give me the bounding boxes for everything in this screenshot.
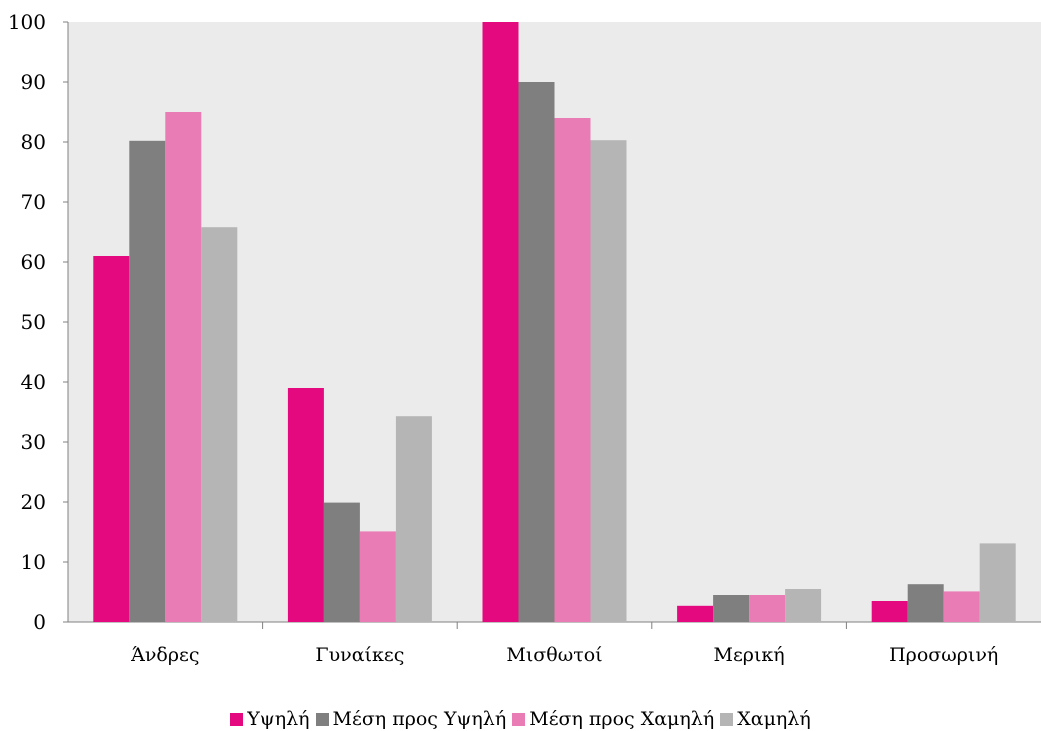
y-tick-label: 20 <box>21 490 46 514</box>
y-tick-label: 90 <box>21 70 46 94</box>
bar <box>943 591 980 622</box>
legend-item: Μέση προς Υψηλή <box>315 708 507 730</box>
bar <box>201 227 238 622</box>
legend-swatch <box>720 712 734 726</box>
bar <box>359 531 396 622</box>
bar <box>129 140 166 623</box>
y-axis: 0 10 20 30 40 50 60 70 80 90 100 <box>8 10 69 634</box>
bar <box>871 601 908 622</box>
legend-label: Υψηλή <box>247 708 310 730</box>
bar <box>749 595 786 622</box>
bar <box>713 595 750 622</box>
bar <box>590 140 627 622</box>
x-category-label: Μισθωτοί <box>506 644 602 666</box>
bar <box>482 22 519 622</box>
bar <box>395 416 432 622</box>
legend-swatch <box>512 712 526 726</box>
y-tick-label: 70 <box>21 190 46 214</box>
legend-swatch <box>230 712 244 726</box>
bar-chart: 0 10 20 30 40 50 60 70 80 90 100 Άνδρες Γυναίκες Μισ… <box>8 10 1041 666</box>
x-axis: Άνδρες Γυναίκες Μισθωτοί Μερική Προσωρινή <box>68 621 1041 666</box>
legend-label: Μέση προς Υψηλή <box>332 708 507 730</box>
y-tick-label: 100 <box>8 10 46 34</box>
bar-series-group <box>93 22 1016 623</box>
legend-swatch <box>315 712 329 726</box>
bar <box>677 605 714 622</box>
legend-item: Υψηλή <box>230 708 310 730</box>
bar <box>518 82 555 622</box>
legend: Υψηλή Μέση προς Υψηλή Μέση προς Χαμηλή Χαμη… <box>0 708 1041 730</box>
bar <box>979 543 1016 622</box>
bar <box>165 112 202 622</box>
bar <box>554 118 591 622</box>
y-tick-label: 30 <box>21 430 46 454</box>
x-category-label: Μερική <box>714 644 785 666</box>
x-category-label: Άνδρες <box>130 644 199 666</box>
x-category-label: Προσωρινή <box>889 644 998 666</box>
legend-label: Μέση προς Χαμηλή <box>529 708 715 730</box>
bar <box>287 388 324 622</box>
bar <box>93 256 130 622</box>
bar <box>907 584 944 622</box>
legend-item: Χαμηλή <box>720 708 811 730</box>
legend-label: Χαμηλή <box>737 708 811 730</box>
y-tick-label: 10 <box>21 550 46 574</box>
x-category-label: Γυναίκες <box>315 644 404 666</box>
bar <box>785 589 822 622</box>
y-tick-label: 80 <box>21 130 46 154</box>
y-tick-label: 50 <box>21 310 46 334</box>
legend-item: Μέση προς Χαμηλή <box>512 708 714 730</box>
y-tick-label: 0 <box>33 610 46 634</box>
bar <box>323 502 360 622</box>
y-tick-label: 40 <box>21 370 46 394</box>
y-tick-label: 60 <box>21 250 46 274</box>
